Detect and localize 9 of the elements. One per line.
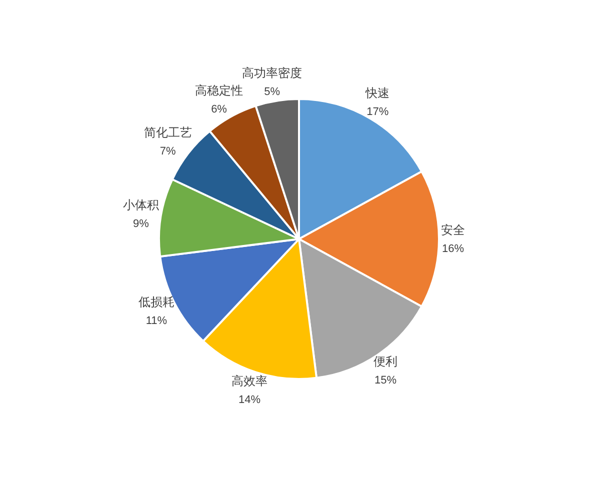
label: 低损耗 11%: [138, 295, 174, 328]
label: 安全 16%: [441, 223, 465, 255]
label: 快速 17%: [366, 86, 390, 118]
label: 高功率密度 5%: [242, 66, 302, 98]
label: 高效率 14%: [232, 374, 268, 406]
label: 便利 15%: [374, 354, 398, 386]
label: 小体积 9%: [122, 198, 159, 230]
label: 高稳定性 6%: [195, 84, 244, 116]
label: 简化工艺 7%: [144, 126, 192, 158]
